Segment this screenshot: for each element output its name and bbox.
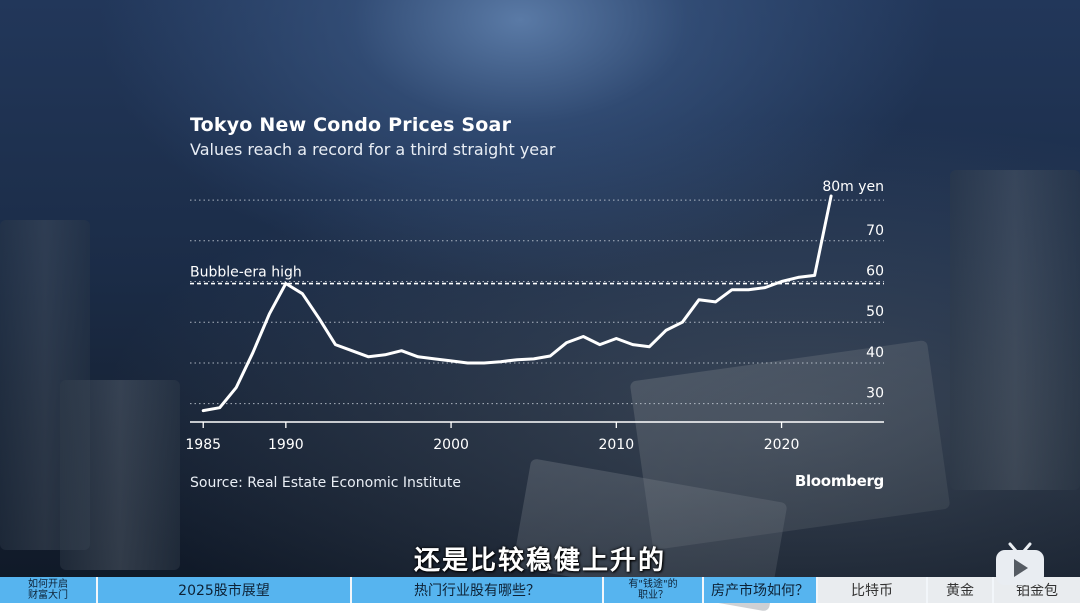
chip-stack-left-2 [60, 380, 180, 570]
chart-title: Tokyo New Condo Prices Soar [190, 114, 512, 136]
source-note: Source: Real Estate Economic Institute [190, 475, 462, 491]
chart-subtitle: Values reach a record for a third straig… [190, 140, 556, 159]
gridlines [190, 199, 884, 405]
video-subtitle: 还是比较稳健上升的 [413, 546, 666, 576]
x-axis [190, 421, 884, 428]
y-tick-label: 70 [866, 223, 884, 239]
series-layer [201, 194, 833, 413]
chip-stack-left [0, 220, 90, 550]
price-series-line [201, 194, 833, 413]
bubble-high-label: Bubble-era high [190, 265, 302, 281]
nav-item-wealth[interactable]: 如何开启 财富大门 [0, 577, 98, 603]
nav-item-property[interactable]: 房产市场如何？ [704, 577, 818, 603]
nav-item-careers[interactable]: 有"钱途"的 职业？ [604, 577, 704, 603]
chip-stack-right [950, 170, 1080, 490]
y-tick-label: 40 [866, 345, 884, 361]
nav-item-gold[interactable]: 黄金 [928, 577, 994, 603]
bilibili-tv-icon[interactable] [994, 541, 1046, 587]
y-tick-labels: 30 40 50 60 70 80m yen [822, 179, 884, 402]
reference-line: Bubble-era high [190, 265, 884, 285]
y-tick-label: 50 [866, 304, 884, 320]
y-tick-label: 60 [866, 264, 884, 280]
x-tick-label: 2010 [598, 437, 634, 453]
bloomberg-logo: Bloomberg [794, 472, 884, 490]
topic-nav-bar: 如何开启 财富大门 2025股市展望 热门行业股有哪些？ 有"钱途"的 职业？ 房产… [0, 577, 1080, 603]
nav-item-bitcoin[interactable]: 比特币 [818, 577, 928, 603]
top-value-label: 80m yen [822, 179, 884, 195]
x-tick-labels: 1985 1990 2000 2010 2020 [185, 437, 799, 453]
x-tick-label: 1985 [185, 437, 221, 453]
x-tick-label: 2000 [433, 437, 469, 453]
x-tick-label: 1990 [268, 437, 304, 453]
nav-item-stock-outlook[interactable]: 2025股市展望 [98, 577, 352, 603]
x-tick-label: 2020 [764, 437, 800, 453]
y-tick-label: 30 [866, 386, 884, 402]
nav-item-hot-sectors[interactable]: 热门行业股有哪些？ [352, 577, 604, 603]
